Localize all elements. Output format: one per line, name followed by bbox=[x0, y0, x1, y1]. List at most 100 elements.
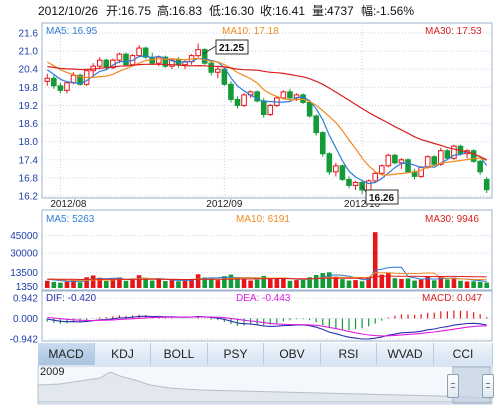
volume-bar-up bbox=[464, 281, 470, 288]
tab-obv[interactable]: OBV bbox=[264, 343, 321, 365]
volume-y-tick-label: 45000 bbox=[10, 231, 38, 242]
macd-panel-frame bbox=[41, 290, 493, 342]
macd-y-tick-label: 0.000 bbox=[13, 314, 38, 325]
candle-down bbox=[260, 100, 267, 115]
volume-bar-up bbox=[97, 277, 103, 288]
volume-bar-up bbox=[267, 277, 273, 288]
volume-bar-up bbox=[399, 278, 404, 288]
price-x-tick-label: 2012/09 bbox=[206, 199, 243, 210]
volume-bar-down bbox=[163, 281, 168, 288]
candle-up bbox=[70, 74, 77, 84]
volume-bar-down bbox=[228, 274, 234, 288]
tab-wvad[interactable]: WVAD bbox=[377, 343, 434, 365]
price-y-tick-label: 18.0 bbox=[19, 137, 39, 148]
volume-bar-up bbox=[195, 274, 201, 288]
candle-down bbox=[470, 150, 477, 162]
candle-down bbox=[431, 156, 438, 165]
candle-down bbox=[201, 49, 208, 64]
price-ma10-line bbox=[46, 57, 487, 176]
candle-up bbox=[155, 56, 162, 64]
volume-bar-up bbox=[71, 279, 76, 288]
candle-up bbox=[44, 77, 51, 82]
candle-up bbox=[438, 150, 444, 165]
candle-down bbox=[405, 159, 411, 173]
volume-bar-down bbox=[222, 276, 227, 288]
volume-bar-down bbox=[445, 279, 450, 288]
candle-up bbox=[116, 53, 123, 61]
low-label: 低: bbox=[209, 4, 225, 18]
low-value: 16.30 bbox=[224, 4, 255, 18]
price-ma5-legend: MA5: 16.95 bbox=[46, 26, 98, 37]
volume-bar-down bbox=[458, 280, 463, 288]
volume-bar-down bbox=[143, 279, 148, 288]
tab-rsi[interactable]: RSI bbox=[321, 343, 377, 365]
high-value: 16.83 bbox=[172, 4, 203, 18]
volume-bar-down bbox=[176, 281, 181, 288]
close-label: 收: bbox=[260, 4, 276, 18]
volume-bar-down bbox=[412, 280, 417, 288]
candle-down bbox=[392, 154, 398, 164]
price-ma30-line bbox=[47, 63, 487, 161]
high-annotation-box bbox=[215, 39, 249, 55]
candle-up bbox=[267, 104, 274, 115]
tab-cci[interactable]: CCI bbox=[434, 343, 493, 365]
volume-bar-down bbox=[149, 280, 155, 288]
volume-bar-down bbox=[208, 278, 214, 288]
volume-y-ticks: 45000 30000 13500 1350 bbox=[10, 231, 38, 293]
overview-left-handle[interactable] bbox=[447, 374, 459, 398]
overview-area bbox=[37, 371, 493, 403]
volume-bar-up bbox=[90, 275, 96, 288]
candle-up bbox=[215, 68, 221, 73]
volume-bar-up bbox=[379, 274, 385, 288]
high-annotation-label: 21.25 bbox=[219, 43, 244, 54]
volume-bar-down bbox=[327, 272, 332, 288]
price-panel-frame bbox=[41, 22, 493, 199]
volume-bar-up bbox=[44, 280, 50, 288]
volume-y-tick-label: 13500 bbox=[10, 268, 38, 279]
volume-bar-up bbox=[169, 280, 175, 288]
volume-bar-down bbox=[104, 281, 109, 288]
candle-down bbox=[346, 178, 352, 186]
overview-year-label: 2009 bbox=[40, 366, 65, 378]
tab-psy[interactable]: PSY bbox=[208, 343, 264, 365]
volume-bar-down bbox=[261, 275, 267, 288]
price-y-tick-label: 19.2 bbox=[19, 101, 39, 112]
volume-ma30-legend: MA30: 9946 bbox=[425, 214, 479, 225]
candle-down bbox=[300, 94, 306, 103]
tab-macd[interactable]: MACD bbox=[38, 343, 95, 365]
volume-bar-up bbox=[294, 280, 299, 288]
tab-kdj[interactable]: KDJ bbox=[95, 343, 151, 365]
price-x-ticks: 2012/08 2012/09 2012/10 bbox=[50, 199, 380, 210]
tab-boll[interactable]: BOLL bbox=[151, 343, 208, 365]
volume-bar-down bbox=[254, 279, 260, 288]
volume-bar-up bbox=[366, 277, 371, 288]
macd-dea-line bbox=[47, 316, 487, 337]
candle-up bbox=[96, 59, 103, 67]
price-ma30-legend: MA30: 17.53 bbox=[425, 26, 482, 37]
volume-value: 4737 bbox=[327, 4, 354, 18]
candle-down bbox=[221, 68, 228, 85]
volume-bar-up bbox=[386, 272, 391, 288]
price-y-tick-label: 21.6 bbox=[19, 29, 39, 40]
macd-y-tick-label: 0.942 bbox=[13, 294, 38, 305]
quote-info-bar: 2012/10/26 开: 16.75 高: 16.83 低: 16.30 收:… bbox=[0, 0, 494, 22]
candle-down bbox=[306, 101, 313, 117]
volume-bar-up bbox=[241, 279, 247, 288]
volume-bar-up bbox=[372, 232, 378, 288]
volume-bar-up bbox=[418, 279, 424, 288]
volume-ma5-legend: MA5: 5263 bbox=[46, 214, 95, 225]
open-label: 开: bbox=[106, 4, 122, 18]
volume-bar-up bbox=[274, 278, 280, 288]
macd-y-tick-label: -0.942 bbox=[10, 335, 39, 346]
candle-up bbox=[64, 82, 70, 91]
indicator-tabs: MACD KDJ BOLL PSY OBV RSI WVAD CCI bbox=[0, 343, 494, 365]
candle-down bbox=[77, 74, 83, 85]
overview-right-handle[interactable] bbox=[482, 374, 494, 398]
volume-bar-up bbox=[189, 278, 194, 288]
change-value: -1.56% bbox=[376, 4, 415, 18]
volume-bar-down bbox=[477, 281, 483, 288]
volume-bar-down bbox=[51, 281, 57, 288]
volume-bar-down bbox=[484, 282, 490, 288]
candle-up bbox=[333, 165, 339, 173]
candle-up bbox=[418, 166, 424, 177]
